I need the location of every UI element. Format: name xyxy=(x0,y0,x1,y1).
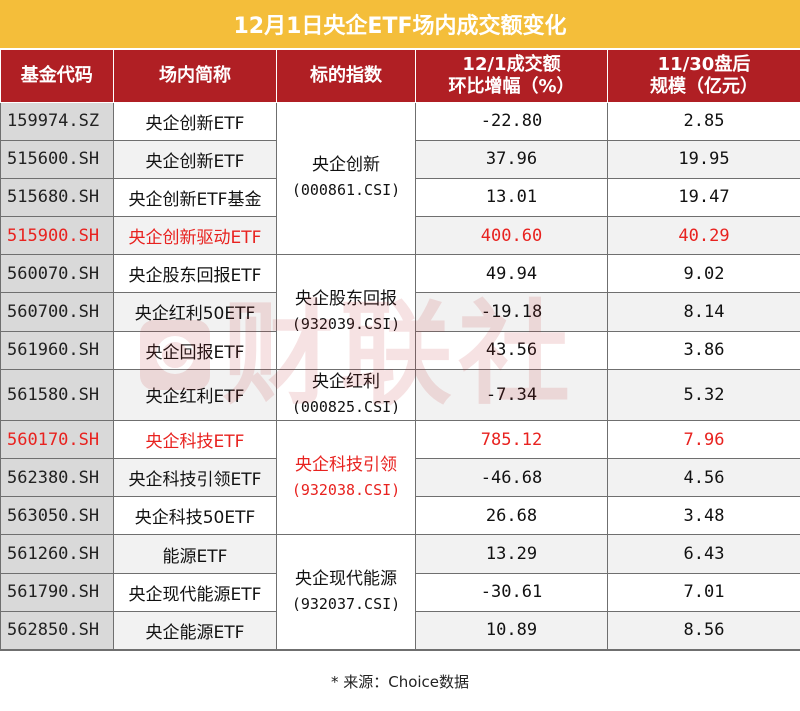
scale-value: 6.43 xyxy=(607,534,800,574)
header-row: 基金代码 场内简称 标的指数 12/1成交额 环比增幅（%） 11/30盘后 规… xyxy=(0,50,800,103)
scale-value: 3.48 xyxy=(607,496,800,536)
header-change-line2: 环比增幅（%） xyxy=(448,75,575,97)
header-scale: 11/30盘后 规模（亿元） xyxy=(607,50,800,103)
table-row: 159974.SZ 央企创新ETF 央企创新 (000861.CSI) -22.… xyxy=(0,102,800,256)
change-value: -19.18 xyxy=(415,292,608,332)
scale-value: 2.85 xyxy=(607,102,800,141)
index-cell: 央企股东回报 (932039.CSI) xyxy=(276,254,416,370)
fund-code: 159974.SZ xyxy=(0,102,114,141)
table-title: 12月1日央企ETF场内成交额变化 xyxy=(0,0,800,50)
fund-code: 560170.SH xyxy=(0,420,114,460)
fund-code: 562850.SH xyxy=(0,611,114,651)
fund-name: 央企股东回报ETF xyxy=(113,254,277,294)
index-name: 央企股东回报 xyxy=(295,288,397,309)
change-value: 37.96 xyxy=(415,140,608,179)
header-scale-line2: 规模（亿元） xyxy=(650,75,758,97)
fund-code: 561960.SH xyxy=(0,331,114,370)
change-value: -46.68 xyxy=(415,458,608,498)
etf-table: 基金代码 场内简称 标的指数 12/1成交额 环比增幅（%） 11/30盘后 规… xyxy=(0,50,800,651)
scale-value: 3.86 xyxy=(607,331,800,370)
header-change-line1: 12/1成交额 xyxy=(462,53,561,75)
scale-value: 7.96 xyxy=(607,420,800,460)
fund-code: 560700.SH xyxy=(0,292,114,332)
table-row: 561580.SH 央企红利ETF 央企红利 (000825.CSI) -7.3… xyxy=(0,369,800,421)
index-name: 央企现代能源 xyxy=(295,569,397,590)
fund-name: 央企科技ETF xyxy=(113,420,277,460)
fund-name: 央企创新驱动ETF xyxy=(113,216,277,256)
fund-name: 央企红利50ETF xyxy=(113,292,277,332)
fund-code: 560070.SH xyxy=(0,254,114,294)
header-name: 场内简称 xyxy=(113,50,277,103)
scale-value: 8.14 xyxy=(607,292,800,332)
table-row: 560700.SH 央企红利50ETF -19.18 8.14 xyxy=(0,292,800,332)
scale-value: 5.32 xyxy=(607,369,800,421)
fund-name: 央企现代能源ETF xyxy=(113,573,277,612)
table-row: 560070.SH 央企股东回报ETF 央企股东回报 (932039.CSI) … xyxy=(0,254,800,370)
scale-value: 7.01 xyxy=(607,573,800,612)
fund-name: 能源ETF xyxy=(113,534,277,574)
table-row: 562850.SH 央企能源ETF 10.89 8.56 xyxy=(0,611,800,651)
index-name: 央企科技引领 xyxy=(295,454,397,475)
table-row: 515680.SH 央企创新ETF基金 13.01 19.47 xyxy=(0,178,800,218)
change-value: -22.80 xyxy=(415,102,608,141)
fund-code: 561580.SH xyxy=(0,369,114,421)
scale-value: 8.56 xyxy=(607,611,800,651)
fund-name: 央企红利ETF xyxy=(113,369,277,421)
table-row: 563050.SH 央企科技50ETF 26.68 3.48 xyxy=(0,496,800,536)
index-cell: 央企创新 (000861.CSI) xyxy=(276,102,416,256)
index-code: (932039.CSI) xyxy=(291,314,401,333)
index-code: (000825.CSI) xyxy=(291,397,401,416)
fund-name: 央企能源ETF xyxy=(113,611,277,651)
fund-name: 央企创新ETF xyxy=(113,102,277,141)
table-row: 515600.SH 央企创新ETF 37.96 19.95 xyxy=(0,140,800,179)
index-cell: 央企红利 (000825.CSI) xyxy=(276,369,416,421)
change-value: 13.01 xyxy=(415,178,608,218)
source-footer: * 来源：Choice数据 xyxy=(0,650,800,711)
header-scale-line1: 11/30盘后 xyxy=(657,53,751,75)
scale-value: 4.56 xyxy=(607,458,800,498)
table-row-highlight: 560170.SH 央企科技ETF 央企科技引领 (932038.CSI) 78… xyxy=(0,420,800,536)
fund-code: 515680.SH xyxy=(0,178,114,218)
header-change: 12/1成交额 环比增幅（%） xyxy=(415,50,608,103)
table-row: 562380.SH 央企科技引领ETF -46.68 4.56 xyxy=(0,458,800,498)
fund-code: 563050.SH xyxy=(0,496,114,536)
table-row: 561960.SH 央企回报ETF 43.56 3.86 xyxy=(0,331,800,370)
table-row: 561260.SH 能源ETF 央企现代能源 (932037.CSI) 13.2… xyxy=(0,534,800,650)
header-index: 标的指数 xyxy=(276,50,416,103)
change-value: 43.56 xyxy=(415,331,608,370)
header-code: 基金代码 xyxy=(0,50,114,103)
scale-value: 40.29 xyxy=(607,216,800,256)
fund-code: 562380.SH xyxy=(0,458,114,498)
change-value: 13.29 xyxy=(415,534,608,574)
change-value: -30.61 xyxy=(415,573,608,612)
fund-code: 515600.SH xyxy=(0,140,114,179)
fund-code: 515900.SH xyxy=(0,216,114,256)
fund-code: 561790.SH xyxy=(0,573,114,612)
change-value: 26.68 xyxy=(415,496,608,536)
index-code: (932038.CSI) xyxy=(291,480,401,499)
change-value: 49.94 xyxy=(415,254,608,294)
index-code: (000861.CSI) xyxy=(291,181,401,200)
fund-name: 央企创新ETF xyxy=(113,140,277,179)
fund-name: 央企创新ETF基金 xyxy=(113,178,277,218)
scale-value: 9.02 xyxy=(607,254,800,294)
fund-code: 561260.SH xyxy=(0,534,114,574)
table-row: 561790.SH 央企现代能源ETF -30.61 7.01 xyxy=(0,573,800,612)
index-cell: 央企现代能源 (932037.CSI) xyxy=(276,534,416,650)
fund-name: 央企回报ETF xyxy=(113,331,277,370)
change-value: 785.12 xyxy=(415,420,608,460)
index-cell: 央企科技引领 (932038.CSI) xyxy=(276,420,416,536)
index-name: 央企创新 xyxy=(312,155,380,176)
source-note: * 来源：Choice数据 xyxy=(330,672,470,691)
scale-value: 19.95 xyxy=(607,140,800,179)
change-value: -7.34 xyxy=(415,369,608,421)
index-name: 央企红利 xyxy=(312,371,380,392)
scale-value: 19.47 xyxy=(607,178,800,218)
change-value: 400.60 xyxy=(415,216,608,256)
fund-name: 央企科技50ETF xyxy=(113,496,277,536)
fund-name: 央企科技引领ETF xyxy=(113,458,277,498)
table-row-highlight: 515900.SH 央企创新驱动ETF 400.60 40.29 xyxy=(0,216,800,256)
change-value: 10.89 xyxy=(415,611,608,651)
index-code: (932037.CSI) xyxy=(291,595,401,614)
